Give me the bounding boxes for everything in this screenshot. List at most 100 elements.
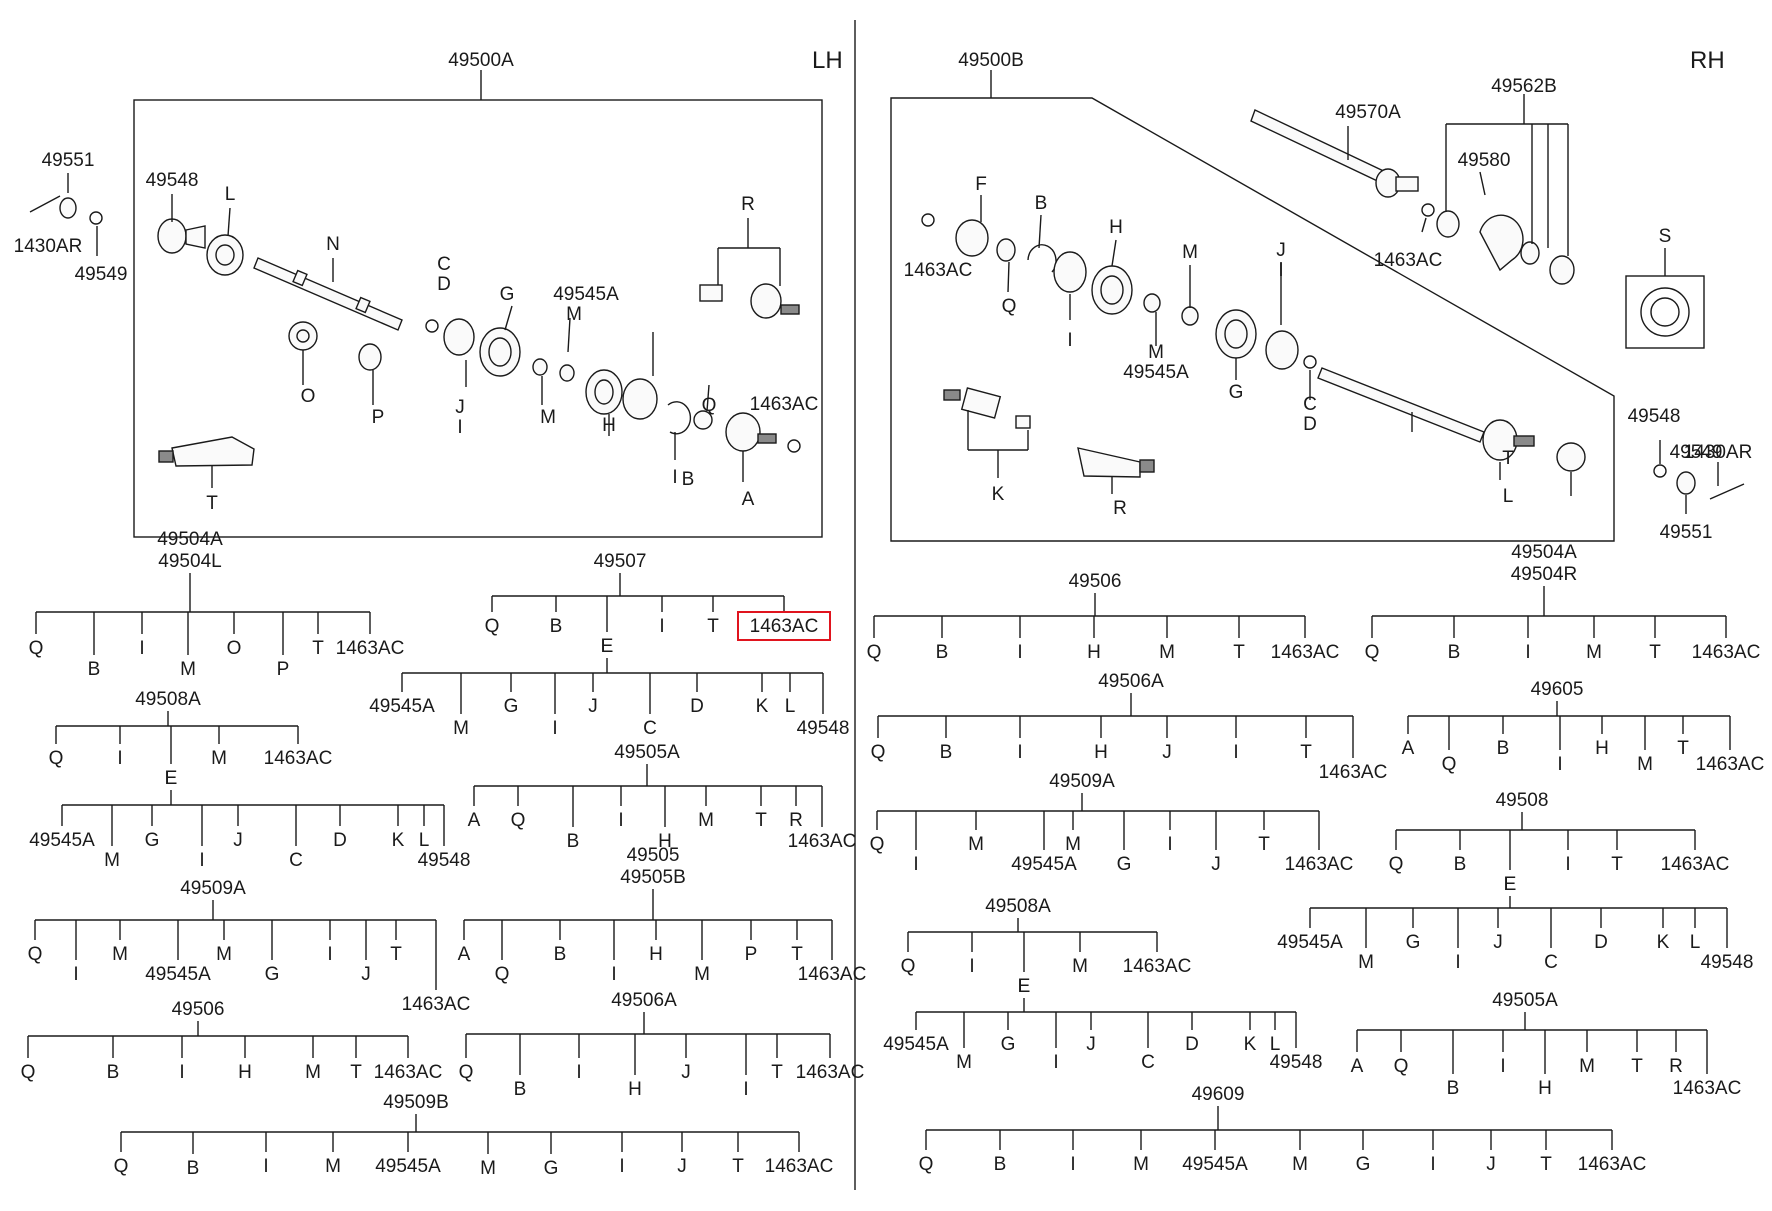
lh-assembly-number: 49500A — [448, 50, 514, 71]
lh-callout-h: H — [602, 415, 616, 436]
tree-child-q: Q — [114, 1156, 129, 1177]
rh-callout-49549: 49549 — [1670, 442, 1723, 463]
tree-child-e: E — [165, 768, 178, 789]
tree-child-d: D — [333, 830, 347, 851]
tree-child-b: B — [107, 1062, 120, 1083]
tree-parent-label: E — [1504, 874, 1517, 895]
rh-callout-s: S — [1659, 226, 1672, 247]
rh-callout-t: T — [1502, 448, 1514, 469]
lh-callout-o: O — [301, 386, 316, 407]
tree-child-b: B — [1447, 1078, 1460, 1099]
tree-child-1463ac: 1463AC — [1285, 854, 1354, 875]
tree-child-m: M — [211, 748, 227, 769]
rh-callout-q: Q — [1002, 296, 1017, 317]
tree-parent-label: 49504L — [158, 551, 221, 572]
tree-child-m: M — [968, 834, 984, 855]
rh-callout-49548: 49548 — [1628, 406, 1681, 427]
rh-bearing-kit-illustration — [1625, 275, 1705, 349]
tree-child-49545a: 49545A — [145, 964, 211, 985]
tree-child-i: I — [73, 964, 78, 985]
tree-child-j: J — [677, 1156, 687, 1177]
tree-child-k: K — [392, 830, 405, 851]
tree-child-i: I — [1557, 754, 1562, 775]
tree-child-t: T — [1677, 738, 1689, 759]
tree-child-b: B — [554, 944, 567, 965]
tree-child-a: A — [458, 944, 471, 965]
tree-child-t: T — [707, 616, 719, 637]
rh-callout-49562b: 49562B — [1491, 76, 1557, 97]
tree-child-i: I — [611, 964, 616, 985]
tree-child-b: B — [994, 1154, 1007, 1175]
tree-child-q: Q — [919, 1154, 934, 1175]
tree-child-j: J — [233, 830, 243, 851]
tree-child-i: I — [1430, 1154, 1435, 1175]
tree-child-a: A — [468, 810, 481, 831]
rh-callout-49551: 49551 — [1660, 522, 1713, 543]
tree-child-k: K — [1244, 1034, 1257, 1055]
tree-child-t: T — [771, 1062, 783, 1083]
rh-leader-lines — [967, 94, 1719, 514]
tree-child-b: B — [88, 659, 101, 680]
tree-child-i: I — [199, 850, 204, 871]
tree-child-i: I — [743, 1079, 748, 1100]
tree-child-b: B — [1448, 642, 1461, 663]
tree-child-l: L — [419, 830, 430, 851]
tree-child-g: G — [265, 964, 280, 985]
tree-child-m: M — [325, 1156, 341, 1177]
tree-child-e: E — [1018, 976, 1031, 997]
tree-child-1463ac: 1463AC — [1661, 854, 1730, 875]
tree-child-l: L — [785, 696, 796, 717]
tree-49508a: 49508A Q I E M 1463AC — [49, 689, 333, 789]
tree-parent-label: 49609 — [1192, 1084, 1245, 1105]
tree-child-1463ac: 1463AC — [1692, 642, 1761, 663]
tree-child-1463ac: 1463AC — [798, 964, 867, 985]
tree-child-49548: 49548 — [797, 718, 850, 739]
lh-callout-l: L — [225, 184, 236, 205]
tree-child-i: I — [913, 854, 918, 875]
tree-parent-label: 49508 — [1496, 790, 1549, 811]
tree-child-i: I — [1233, 742, 1238, 763]
tree-child-q: Q — [901, 956, 916, 977]
tree-child-49548: 49548 — [1270, 1052, 1323, 1073]
tree-child-i: I — [263, 1156, 268, 1177]
tree-child-r: R — [1669, 1056, 1683, 1077]
rh-boots-illustration — [1091, 265, 1317, 370]
tree-child-q: Q — [29, 638, 44, 659]
lh-callout-1430ar: 1430AR — [14, 236, 83, 257]
tree-child-o: O — [227, 638, 242, 659]
tree-child-49545a: 49545A — [1011, 854, 1077, 875]
tree-parent-label: 49504R — [1511, 564, 1578, 585]
tree-child-t: T — [732, 1156, 744, 1177]
rh-assembly-frame — [890, 97, 1615, 542]
lh-callout-a: A — [742, 489, 755, 510]
tree-child-t: T — [390, 944, 402, 965]
rh-callout-49545a: 49545A — [1123, 362, 1189, 383]
tree-child-l: L — [1270, 1034, 1281, 1055]
tree-child-i: I — [1565, 854, 1570, 875]
lh-callout-p: P — [372, 407, 385, 428]
tree-49506: 49506 Q B I H M T 1463AC — [867, 571, 1340, 663]
tree-child-q: Q — [867, 642, 882, 663]
tree-child-h: H — [649, 944, 663, 965]
tree-child-49548: 49548 — [1701, 952, 1754, 973]
tree-child-q: Q — [495, 964, 510, 985]
tree-child-1463ac: 1463AC — [765, 1156, 834, 1177]
tree-child-l: L — [1690, 932, 1701, 953]
tree-child-m: M — [1159, 642, 1175, 663]
tree-child-49545a: 49545A — [369, 696, 435, 717]
tree-child-q: Q — [870, 834, 885, 855]
lh-callout-d: D — [437, 274, 451, 295]
tree-child-m: M — [694, 964, 710, 985]
tree-child-i: I — [1070, 1154, 1075, 1175]
tree-child-q: Q — [511, 810, 526, 831]
tree-child-b: B — [550, 616, 563, 637]
rh-callout-l: L — [1503, 486, 1514, 507]
tree-child-r: R — [789, 810, 803, 831]
rh-callout-c: C — [1303, 394, 1317, 415]
tree-child-49545a: 49545A — [29, 830, 95, 851]
lh-callout-n: N — [326, 234, 340, 255]
